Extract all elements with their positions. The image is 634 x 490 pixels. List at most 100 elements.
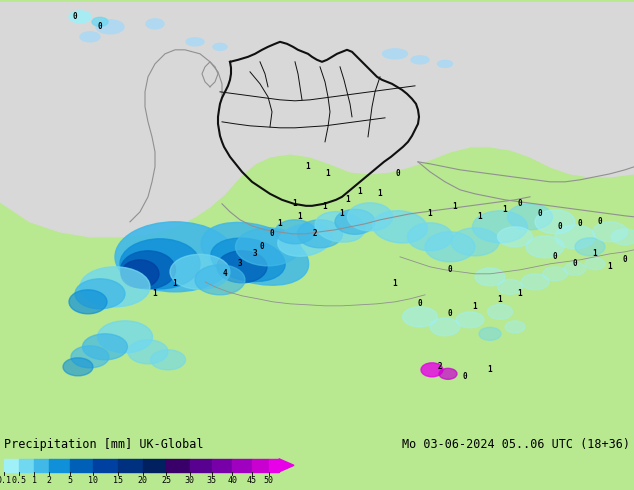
Polygon shape [279,459,294,472]
Ellipse shape [82,334,127,360]
Ellipse shape [611,229,634,245]
Text: Precipitation [mm] UK-Global: Precipitation [mm] UK-Global [4,438,204,451]
Text: 0: 0 [448,265,452,274]
Text: 4: 4 [223,270,228,278]
Ellipse shape [475,268,505,286]
Text: 0: 0 [538,209,542,219]
Ellipse shape [195,265,245,295]
Ellipse shape [275,220,315,244]
Text: 0: 0 [518,199,522,208]
Ellipse shape [278,223,332,256]
Text: 0: 0 [396,170,400,178]
Ellipse shape [80,267,150,307]
Ellipse shape [128,340,168,364]
Ellipse shape [335,209,375,234]
Text: 1: 1 [358,187,362,196]
Text: 1: 1 [326,170,330,178]
Text: 2: 2 [47,476,52,485]
Ellipse shape [373,211,427,243]
Ellipse shape [186,38,204,46]
Ellipse shape [115,222,235,292]
Text: 1: 1 [298,212,302,221]
Text: 0: 0 [98,23,102,31]
Polygon shape [0,2,634,237]
Ellipse shape [593,222,628,242]
Text: 45: 45 [247,476,257,485]
Ellipse shape [425,232,475,262]
Bar [49,459,70,472]
Ellipse shape [585,258,605,270]
Text: 1: 1 [306,162,310,171]
Text: 1: 1 [32,476,37,485]
Ellipse shape [498,279,522,294]
Text: 1: 1 [392,279,398,288]
Text: 0: 0 [578,220,582,228]
Bar [143,459,166,472]
Ellipse shape [575,238,605,256]
Ellipse shape [521,274,549,290]
Ellipse shape [202,222,309,285]
Bar [212,459,232,472]
Text: 0: 0 [260,243,264,251]
Ellipse shape [297,220,342,248]
Ellipse shape [526,236,564,258]
Ellipse shape [403,307,437,327]
Ellipse shape [408,223,453,251]
Text: 10: 10 [88,476,98,485]
Text: 2: 2 [313,229,317,238]
Text: 0.1: 0.1 [0,476,11,485]
Text: 1: 1 [453,202,457,211]
Ellipse shape [564,262,586,275]
Ellipse shape [69,290,107,314]
Ellipse shape [535,210,575,234]
Ellipse shape [63,358,93,376]
Text: 0: 0 [269,229,275,238]
Ellipse shape [347,203,392,231]
Text: 1: 1 [488,366,493,374]
Bar [190,459,212,472]
Text: 1: 1 [340,209,344,219]
Text: 35: 35 [207,476,217,485]
Text: 0: 0 [448,309,452,318]
Ellipse shape [411,56,429,64]
Ellipse shape [543,267,567,281]
Text: 50: 50 [264,476,274,485]
Text: 1: 1 [503,205,507,214]
Ellipse shape [479,327,501,341]
Ellipse shape [98,321,153,353]
Text: 2: 2 [437,362,443,371]
Ellipse shape [213,43,227,50]
Bar [4,459,19,472]
Text: 0: 0 [73,12,77,22]
Ellipse shape [555,225,595,249]
Text: 1: 1 [607,262,612,271]
Text: 1: 1 [346,196,351,204]
Text: 40: 40 [227,476,237,485]
Ellipse shape [437,60,453,67]
Bar [166,459,190,472]
Text: 3: 3 [253,249,257,258]
Text: 1: 1 [278,220,282,228]
Text: 1: 1 [428,209,432,219]
Text: 0: 0 [418,299,422,308]
Text: Mo 03-06-2024 05..06 UTC (18+36): Mo 03-06-2024 05..06 UTC (18+36) [402,438,630,451]
Ellipse shape [150,350,186,370]
Ellipse shape [439,368,457,379]
Ellipse shape [451,228,499,256]
Ellipse shape [456,312,484,328]
Bar [118,459,143,472]
Text: 0: 0 [573,259,578,269]
Ellipse shape [217,251,267,283]
Ellipse shape [75,279,125,309]
Ellipse shape [121,260,159,288]
Text: 1: 1 [477,212,482,221]
Ellipse shape [146,19,164,29]
Ellipse shape [421,363,443,377]
Text: 0.5: 0.5 [11,476,27,485]
Text: 0: 0 [598,218,602,226]
Ellipse shape [505,321,525,333]
Text: 1: 1 [593,249,597,258]
Text: 1: 1 [473,302,477,311]
Bar [252,459,269,472]
Text: 0: 0 [463,372,467,381]
